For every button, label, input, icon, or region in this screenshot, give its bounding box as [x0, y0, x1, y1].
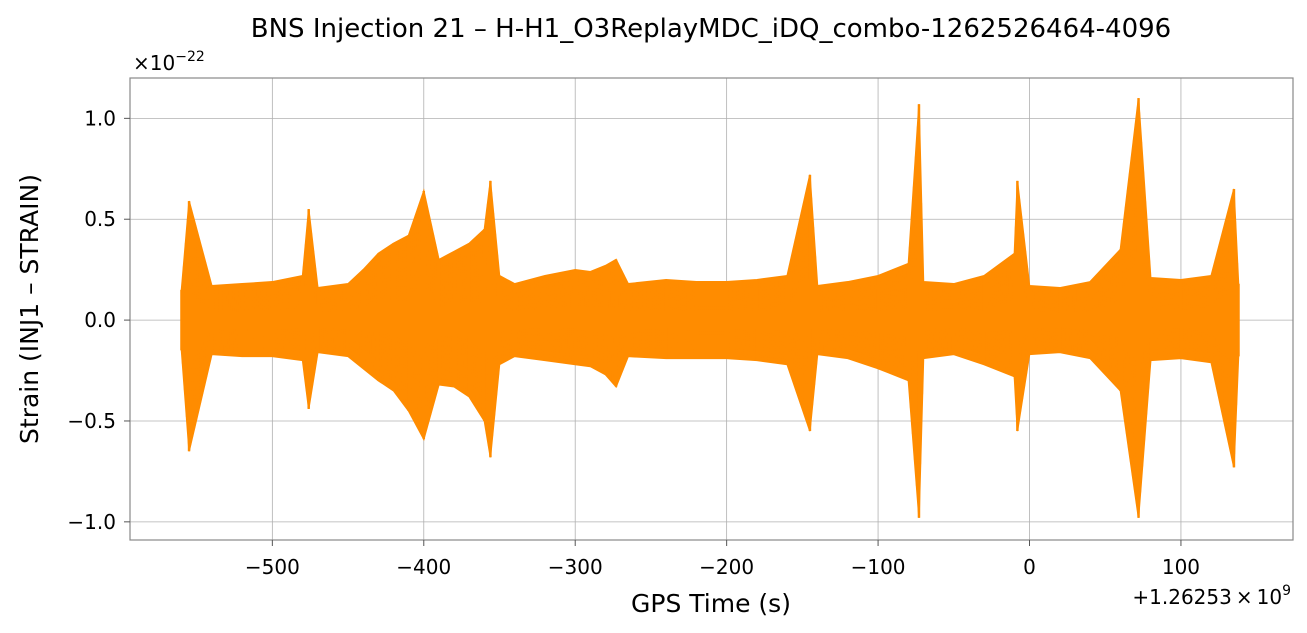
chart-title: BNS Injection 21 – H-H1_O3ReplayMDC_iDQ_… — [251, 14, 1171, 44]
data-layer — [180, 98, 1240, 518]
x-tick-label: −300 — [548, 555, 603, 579]
x-tick-label: −500 — [245, 555, 300, 579]
y-tick-label: −0.5 — [67, 409, 116, 433]
x-tick-label: 100 — [1162, 555, 1200, 579]
y-scale-factor: ×10−22 — [133, 49, 205, 75]
strain-series-line — [180, 106, 1239, 518]
x-tick-label: −200 — [699, 555, 754, 579]
plot-frame — [129, 77, 1294, 541]
y-axis-label: Strain (INJ1 – STRAIN) — [15, 174, 44, 444]
x-tick-label: −400 — [396, 555, 451, 579]
x-tick-label: −100 — [851, 555, 906, 579]
x-offset-factor: +1.26253 × 109 — [1132, 583, 1291, 609]
y-tick-label: 0.5 — [84, 207, 116, 231]
x-axis-ticks: −500 −400 −300 −200 −100 0 100 — [245, 540, 1200, 579]
y-tick-label: −1.0 — [67, 510, 116, 534]
y-axis-ticks: −1.0 −0.5 0.0 0.5 1.0 — [67, 106, 130, 534]
y-tick-label: 0.0 — [84, 308, 116, 332]
x-tick-label: 0 — [1023, 555, 1036, 579]
x-axis-label: GPS Time (s) — [631, 589, 791, 618]
y-tick-label: 1.0 — [84, 106, 116, 130]
